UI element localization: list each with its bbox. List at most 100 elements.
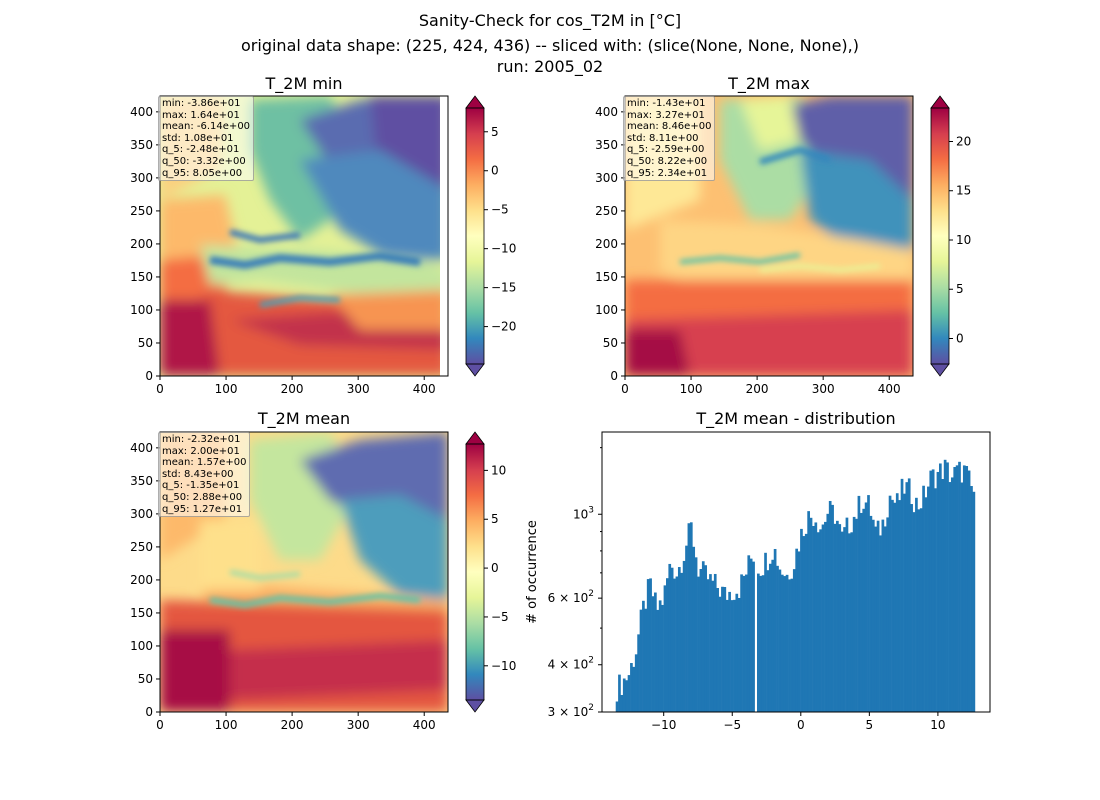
histogram-bar	[773, 548, 777, 712]
statbox-min: min: -3.86e+01 max: 1.64e+01 mean: -6.14e+…	[158, 96, 255, 182]
map-ytick-label-min: 250	[130, 204, 153, 218]
histogram-bar	[792, 569, 796, 712]
map-ytick-label-mean: 200	[130, 573, 153, 587]
stat-line: q_50: 2.88e+00	[162, 491, 243, 503]
histogram-bar	[840, 531, 844, 712]
map-xtick-label-mean: 300	[347, 718, 370, 732]
histogram-bar	[915, 497, 918, 712]
histogram-bar	[895, 493, 899, 712]
map-ytick-label-min: 400	[130, 105, 153, 119]
histogram-bar	[874, 526, 878, 712]
histogram-bar	[804, 533, 808, 712]
histogram-bar	[709, 574, 712, 712]
colorbar-tick-label-min: −15	[491, 281, 516, 295]
histogram-bar	[824, 521, 827, 712]
histogram-xtick-label: 10	[930, 718, 945, 732]
stat-line: q_5: -1.35e+01	[162, 480, 240, 492]
histogram-bar	[910, 504, 913, 712]
histogram-bar	[685, 545, 688, 712]
map-ytick-label-mean: 100	[130, 639, 153, 653]
histogram-bar	[965, 466, 969, 712]
histogram-bar	[778, 569, 782, 712]
map-ytick-label-max: 400	[595, 105, 618, 119]
map-xtick-label-min: 0	[156, 382, 164, 396]
stat-line: mean: 8.46e+00	[627, 121, 712, 133]
histogram-bar	[673, 578, 676, 712]
histogram-xtick-label: 0	[797, 718, 805, 732]
histogram-bar	[723, 586, 727, 712]
histogram-bar	[938, 463, 942, 712]
histogram-bar	[790, 578, 794, 712]
histogram-title: T_2M mean - distribution	[695, 409, 895, 429]
map-xtick-label-max: 300	[812, 382, 835, 396]
map-axis-mean: 0 100 200 300 400 0 50 100 150 200 250 300 350 400	[130, 441, 436, 732]
map-ytick-label-max: 350	[595, 138, 618, 152]
histogram-bar	[859, 512, 863, 712]
map-ytick-label-mean: 50	[138, 672, 153, 686]
histogram-bar	[756, 573, 760, 712]
histogram-ytick-base: 3 × 10	[548, 705, 589, 719]
histogram-bar	[634, 654, 638, 712]
histogram-bar	[879, 535, 882, 712]
histogram-bar	[766, 570, 770, 712]
histogram-xtick-label: −5	[723, 718, 741, 732]
histogram-bar	[905, 482, 909, 712]
map-title-min: T_2M min	[264, 74, 342, 94]
colorbar-tick-label-mean: −10	[491, 659, 516, 673]
histogram-bar	[701, 561, 705, 712]
histogram-bar	[809, 517, 813, 712]
stat-line: min: -3.86e+01	[162, 98, 241, 109]
histogram-bar	[783, 576, 787, 712]
histogram-bar	[768, 563, 772, 712]
colorbar-tick-label-min: 5	[491, 125, 499, 139]
colorbar-mean: −10 −5 0 5 10	[465, 431, 516, 713]
histogram-bar	[682, 560, 686, 712]
histogram-bar	[740, 574, 743, 712]
colorbar-tick-label-min: −10	[491, 242, 516, 256]
colorbar-tick-label-max: 5	[956, 282, 964, 296]
histogram-bar	[934, 488, 937, 712]
histogram-bar	[924, 497, 928, 712]
map-xtick-label-mean: 0	[156, 718, 164, 732]
colorbar-gradient-max	[931, 108, 949, 364]
histogram-ytick-exp: 2	[588, 589, 594, 599]
histogram-bar	[718, 596, 722, 712]
histogram-bar	[948, 482, 952, 712]
stat-line: mean: 1.57e+00	[162, 457, 247, 469]
map-image-mean	[160, 432, 448, 712]
colorbar-tick-label-max: 15	[956, 184, 971, 198]
colorbar-extend-bottom-min	[465, 363, 485, 377]
histogram-bar	[838, 524, 842, 712]
map-ytick-label-mean: 300	[130, 507, 153, 521]
histogram-bar	[795, 548, 799, 712]
histogram-bar	[797, 551, 801, 712]
histogram-bar	[728, 591, 731, 712]
histogram-bar	[742, 575, 746, 712]
histogram-bar	[852, 516, 856, 712]
colorbar-extend-top-max	[930, 95, 950, 109]
histogram-ylabel: # of occurrence	[525, 520, 540, 624]
stat-line: std: 8.11e+00	[627, 132, 699, 144]
histogram-bar	[800, 528, 803, 712]
stat-line: q_95: 2.34e+01	[627, 167, 708, 179]
map-panel-mean: T_2M mean 0 100 200 300 40005010015020025030…	[130, 409, 516, 732]
histogram-bar	[713, 573, 717, 712]
histogram-bar	[970, 486, 973, 712]
histogram-bar	[788, 579, 791, 712]
map-ytick-label-min: 0	[145, 369, 153, 383]
histogram-bar	[929, 470, 933, 712]
map-ytick-label-mean: 350	[130, 474, 153, 488]
histogram-bar	[677, 567, 681, 712]
histogram-bar	[759, 575, 763, 712]
histogram-bar	[711, 580, 715, 712]
histogram-bar	[646, 579, 650, 712]
stat-line: min: -1.43e+01	[627, 98, 706, 109]
histogram-bar	[749, 558, 753, 712]
histogram-bar	[764, 552, 767, 712]
histogram-bar	[625, 680, 628, 712]
colorbar-gradient-min	[466, 108, 484, 364]
histogram-bar	[694, 557, 698, 712]
histogram-bar	[680, 572, 684, 712]
map-ytick-label-max: 0	[610, 369, 618, 383]
